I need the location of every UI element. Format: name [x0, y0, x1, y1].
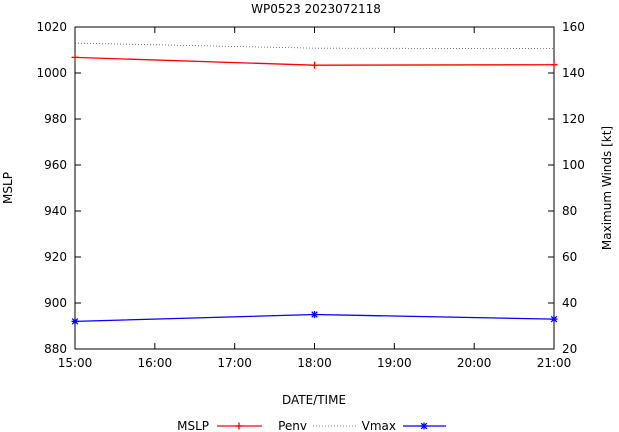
plot-frame [74, 26, 555, 350]
y2-axis-label: Maximum Winds [kt] [600, 126, 614, 250]
series-layer [71, 42, 558, 325]
x-tick-label: 15:00 [58, 356, 93, 370]
y-tick-label: 1020 [36, 20, 67, 34]
legend-label-vmax: Vmax [362, 419, 396, 432]
marker-star [311, 311, 318, 318]
y-tick-label: 940 [44, 204, 67, 218]
x-tick-label: 19:00 [377, 356, 412, 370]
y-axis-left: 880 900 920 940 960 980 1000 1020 [36, 20, 81, 356]
x-tick-label: 20:00 [457, 356, 492, 370]
y-axis-right: 20 40 60 80 100 120 140 160 [548, 20, 585, 356]
marker-star [550, 315, 558, 323]
y-axis-label: MSLP [1, 172, 15, 204]
y2-tick-label: 120 [562, 112, 585, 126]
legend-label-penv: Penv [278, 419, 307, 432]
y-tick-label: 1000 [36, 66, 67, 80]
marker-star [71, 318, 79, 325]
x-tick-label: 18:00 [297, 356, 332, 370]
legend-label-mslp: MSLP [177, 419, 209, 432]
y-tick-label: 900 [44, 296, 67, 310]
series-line-penv [74, 42, 555, 50]
legend: MSLP Penv Vmax [177, 419, 446, 432]
x-tick-label: 21:00 [537, 356, 572, 370]
x-tick-label: 17:00 [217, 356, 252, 370]
x-tick-label: 16:00 [138, 356, 173, 370]
y2-tick-label: 100 [562, 158, 585, 172]
y2-tick-label: 20 [562, 342, 577, 356]
y2-tick-label: 80 [562, 204, 577, 218]
y2-tick-label: 160 [562, 20, 585, 34]
y-tick-label: 920 [44, 250, 67, 264]
y2-tick-label: 60 [562, 250, 577, 264]
y-tick-label: 960 [44, 158, 67, 172]
y2-tick-label: 140 [562, 66, 585, 80]
y2-tick-label: 40 [562, 296, 577, 310]
x-axis-label: DATE/TIME [282, 393, 346, 407]
marker-star [420, 422, 428, 430]
chart-title: WP0523 2023072118 [251, 2, 381, 16]
y-tick-label: 880 [44, 342, 67, 356]
x-axis: 15:00 16:00 17:00 18:00 19:00 20:00 21:00 [58, 27, 572, 370]
y-tick-label: 980 [44, 112, 67, 126]
